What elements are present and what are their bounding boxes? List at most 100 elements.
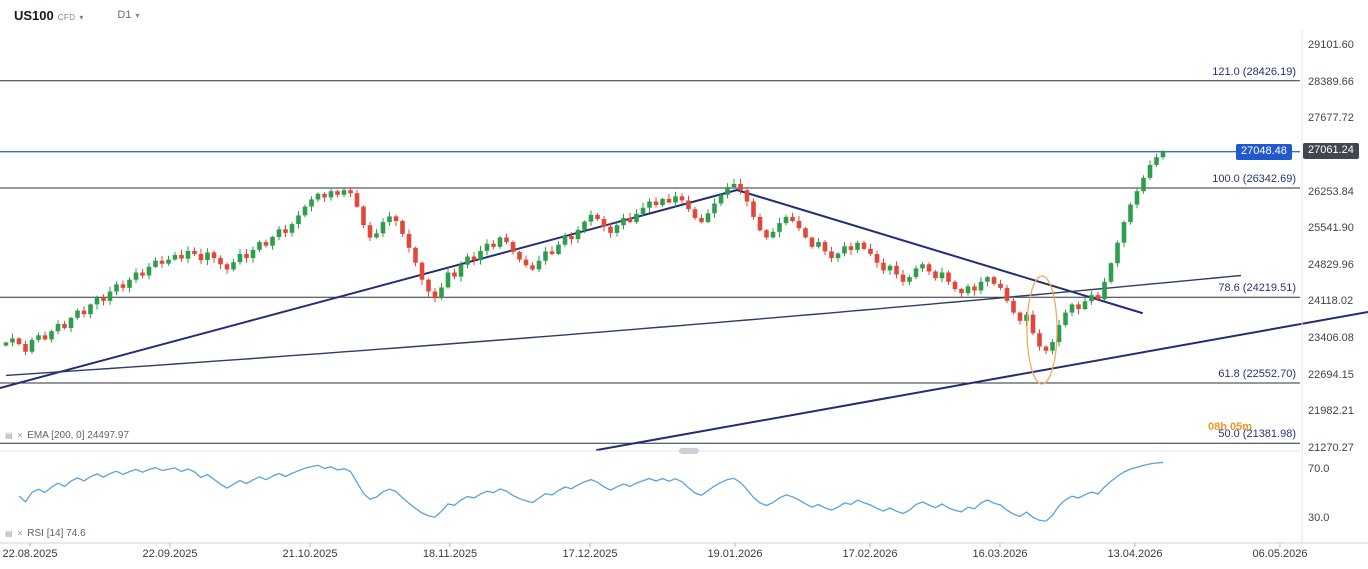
candle-body xyxy=(744,190,750,202)
time-axis-label: 22.09.2025 xyxy=(142,548,198,560)
candle-body xyxy=(959,289,964,294)
candle-body xyxy=(608,226,613,233)
candle-body xyxy=(985,277,990,282)
candle-body xyxy=(1024,314,1029,321)
candle-body xyxy=(445,272,451,288)
candle-body xyxy=(1134,191,1140,205)
price-axis-label: 21982.21 xyxy=(1308,405,1354,418)
symbol-selector[interactable]: US100 CFD ▾ xyxy=(14,8,83,23)
time-axis-label: 06.05.2026 xyxy=(1252,548,1308,560)
candle-body xyxy=(10,338,15,343)
candle-body xyxy=(725,187,730,195)
fib-level-label: 50.0 (21381.98) xyxy=(1218,428,1296,441)
trendline[interactable] xyxy=(0,189,738,389)
candle-body xyxy=(926,264,932,272)
candle-body xyxy=(341,190,347,195)
candle-body xyxy=(738,184,743,191)
candle-body xyxy=(790,216,795,221)
indicator-remove-icon[interactable]: ✕ xyxy=(16,431,24,440)
price-axis-label: 27677.72 xyxy=(1308,112,1354,125)
candle-body xyxy=(1147,165,1153,178)
candle-body xyxy=(88,304,93,315)
alert-price-tag[interactable]: 27048.48 xyxy=(1236,143,1292,160)
indicator-remove-icon[interactable]: ✕ xyxy=(16,529,24,538)
candle-body xyxy=(354,193,360,207)
candle-body xyxy=(1095,295,1101,300)
candle-body xyxy=(29,339,35,352)
indicator-settings-icon[interactable]: ▤ xyxy=(5,529,13,538)
time-axis-label: 18.11.2025 xyxy=(422,548,478,560)
candle-body xyxy=(965,286,971,294)
candle-body xyxy=(1056,325,1062,342)
candle-body xyxy=(666,198,672,203)
candle-body xyxy=(510,242,516,252)
candle-body xyxy=(413,247,418,263)
candle-body xyxy=(588,214,594,222)
candle-body xyxy=(166,259,171,264)
candle-body xyxy=(530,265,535,270)
trendline[interactable] xyxy=(736,189,1143,314)
candle-body xyxy=(1141,177,1146,192)
candle-body xyxy=(829,251,834,259)
candle-body xyxy=(686,200,691,210)
candle-body xyxy=(816,242,821,247)
time-axis-label: 17.12.2025 xyxy=(562,548,618,560)
candle-body xyxy=(302,206,308,216)
candle-body xyxy=(406,233,412,248)
timeframe-selector[interactable]: D1 ▾ xyxy=(117,9,139,21)
candle-body xyxy=(250,249,256,259)
candle-body xyxy=(107,291,113,301)
candle-body xyxy=(237,254,243,263)
candle-body xyxy=(1063,312,1068,325)
candle-body xyxy=(211,252,217,259)
candle-body xyxy=(874,254,880,263)
candle-body xyxy=(1004,287,1010,301)
time-axis-label: 19.01.2026 xyxy=(707,548,763,560)
candle-body xyxy=(1154,157,1159,165)
candle-body xyxy=(640,207,646,214)
candle-body xyxy=(634,213,639,222)
candle-body xyxy=(1043,346,1049,351)
candle-body xyxy=(523,259,529,266)
candle-body xyxy=(257,242,262,250)
candle-body xyxy=(575,229,581,240)
candle-body xyxy=(952,281,958,289)
candle-body xyxy=(731,184,737,188)
candle-body xyxy=(881,262,886,271)
candle-body xyxy=(315,193,321,200)
fib-level-label: 78.6 (24219.51) xyxy=(1218,282,1296,295)
candle-body xyxy=(569,236,574,240)
symbol-name: US100 xyxy=(14,7,54,23)
candle-body xyxy=(562,236,568,245)
candle-body xyxy=(855,242,860,250)
candle-body xyxy=(1160,151,1166,158)
candle-body xyxy=(289,224,295,233)
indicator-settings-icon[interactable]: ▤ xyxy=(5,431,13,440)
candle-body xyxy=(322,193,327,198)
trendline[interactable] xyxy=(596,311,1368,451)
candle-body xyxy=(764,230,769,238)
candle-body xyxy=(1115,242,1120,264)
candle-countdown: 08h 05m xyxy=(1207,421,1252,434)
highlight-ellipse[interactable] xyxy=(1026,275,1058,385)
candle-body xyxy=(692,209,698,218)
candle-body xyxy=(309,199,314,207)
pane-resize-handle[interactable] xyxy=(679,448,699,454)
candle-body xyxy=(621,218,626,226)
candle-body xyxy=(205,252,210,261)
candlestick-series xyxy=(3,150,1166,356)
candle-body xyxy=(94,297,100,305)
candle-body xyxy=(465,256,470,265)
candle-body xyxy=(861,242,867,249)
price-axis-label: 24829.96 xyxy=(1308,258,1354,271)
candle-body xyxy=(1089,295,1094,302)
candle-body xyxy=(471,256,477,261)
instrument-type-badge: CFD xyxy=(57,12,76,22)
candle-body xyxy=(478,250,483,261)
candle-body xyxy=(517,251,522,260)
ema-line xyxy=(5,274,1242,377)
rsi-level-label: 70.0 xyxy=(1308,463,1330,475)
